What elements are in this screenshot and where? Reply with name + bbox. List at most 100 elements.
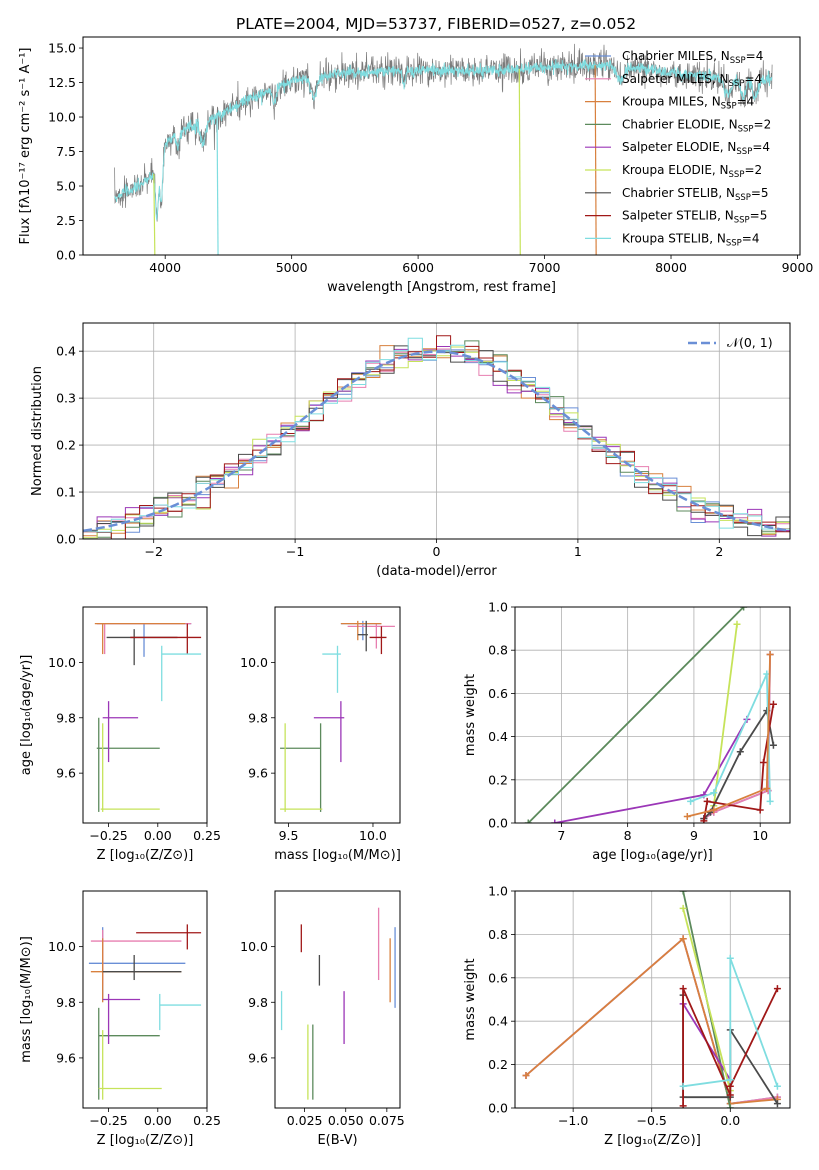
model-dropout-line (153, 173, 156, 255)
y-tick-label: 9.6 (56, 1050, 76, 1065)
legend-nssp-prefix: N (720, 163, 729, 177)
model-spectrum-line (114, 58, 773, 221)
weight-point-marker (679, 904, 687, 912)
x-tick-label: 1 (574, 544, 582, 559)
legend-nssp-prefix: N (727, 140, 736, 154)
legend-entry: Kroupa STELIB, NSSP=4 (622, 231, 760, 248)
weight-point-marker (679, 935, 687, 943)
weight-point-marker (726, 1076, 734, 1084)
y-tick-label: 0.0 (488, 1101, 508, 1116)
x-tick-label: 7000 (529, 260, 561, 275)
weight-point-marker (763, 784, 771, 792)
y-tick-label: 9.8 (248, 995, 268, 1010)
x-tick-label: 8000 (655, 260, 687, 275)
weight-point-marker (759, 759, 767, 767)
plot-frame (82, 36, 801, 256)
legend-nssp-prefix: N (712, 95, 721, 109)
legend-nssp-value: =4 (742, 231, 760, 245)
y-axis-label: mass weight (463, 674, 478, 756)
legend-nssp-sub: SSP (726, 238, 742, 248)
legend-model-name: Salpeter ELODIE, (622, 140, 727, 154)
x-tick-label: 2 (715, 544, 723, 559)
legend-model-name: Salpeter MILES, (622, 72, 720, 86)
legend-model-name: Chabrier ELODIE, (622, 117, 729, 131)
normal-distribution-curve (82, 350, 791, 533)
y-tick-label: 0.8 (488, 643, 508, 658)
weight-series-line (687, 654, 771, 818)
plot-frame (514, 606, 791, 824)
legend-entry: Salpeter STELIB, NSSP=5 (622, 209, 767, 226)
weight-series-line (527, 607, 745, 823)
y-tick-label: 0.8 (488, 927, 508, 942)
age-vs-mass-panel: 9.5 10.0 9.6 9.8 10.0 mass [log₁₀(M/M⊙)] (240, 606, 401, 863)
x-tick-label: −0.25 (89, 1113, 127, 1128)
legend-nssp-value: =2 (754, 117, 772, 131)
x-tick-label: −0.5 (637, 1113, 667, 1128)
x-axis-label: E(B-V) (317, 1133, 357, 1148)
weight-point-marker (766, 651, 774, 659)
legend-nssp-value: =4 (752, 140, 770, 154)
legend-model-name: Kroupa MILES, (622, 95, 712, 109)
legend-entry: Chabrier MILES, NSSP=4 (622, 49, 763, 66)
weight-series-line (525, 937, 778, 1105)
x-tick-label: 7 (557, 828, 565, 843)
x-tick-label: −1.0 (558, 1113, 588, 1128)
legend-nssp-value: =2 (744, 163, 762, 177)
x-tick-label: −2 (144, 544, 162, 559)
weight-point-marker (726, 954, 734, 962)
y-tick-label: 1.0 (488, 600, 508, 615)
legend-entry: Kroupa ELODIE, NSSP=2 (622, 163, 762, 180)
weight-point-marker (679, 1082, 687, 1090)
y-axis-label: Normed distribution (30, 366, 45, 496)
legend-nssp-sub: SSP (729, 79, 745, 89)
weight-point-marker (726, 1091, 734, 1099)
residual-histogram-step (83, 337, 790, 533)
x-tick-label: 10.0 (359, 828, 387, 843)
weight-point-marker (736, 748, 744, 756)
weight-point-marker (522, 1071, 530, 1079)
legend-nssp-sub: SSP (738, 124, 754, 134)
x-tick-label: 9000 (782, 260, 814, 275)
x-tick-label: 0.075 (369, 1113, 405, 1128)
legend-nssp-value: =4 (746, 49, 764, 63)
legend-entry: Chabrier ELODIE, NSSP=2 (622, 117, 771, 134)
legend-nssp-prefix: N (726, 186, 735, 200)
x-tick-label: 0.050 (328, 1113, 364, 1128)
y-tick-label: 10.0 (48, 110, 76, 125)
weight-point-marker (740, 607, 748, 611)
plot-frame (274, 606, 401, 824)
x-tick-label: 10 (752, 828, 768, 843)
y-tick-label: 2.5 (56, 213, 76, 228)
x-tick-label: 4000 (149, 260, 181, 275)
x-tick-label: 0.00 (144, 828, 172, 843)
weight-point-marker (524, 819, 532, 823)
x-tick-label: 0.00 (144, 1113, 172, 1128)
legend-entry: Chabrier STELIB, NSSP=5 (622, 186, 769, 203)
weight-point-marker (700, 817, 708, 823)
legend-entry: 𝒩(0, 1) (727, 335, 773, 350)
legend-model-name: Salpeter STELIB, (622, 209, 725, 223)
legend-nssp-sub: SSP (736, 147, 752, 157)
weight-point-marker (769, 741, 777, 749)
x-tick-label: −0.25 (89, 828, 127, 843)
weight-point-marker (773, 985, 781, 993)
legend-nssp-prefix: N (721, 49, 730, 63)
legend-nssp-sub: SSP (735, 193, 751, 203)
y-tick-label: 9.6 (56, 766, 76, 781)
y-tick-label: 0.4 (488, 729, 508, 744)
y-tick-label: 0.0 (56, 248, 76, 263)
y-tick-label: 0.2 (488, 1057, 508, 1072)
weight-point-marker (551, 819, 559, 823)
y-tick-label: 0.1 (56, 485, 76, 500)
plot-frame (274, 890, 401, 1109)
weight-series-line (712, 624, 738, 806)
residual-histogram-panel: −2 −1 0 1 2 0.0 0.1 0.2 0.3 0.4 (data-model)/error… (30, 322, 791, 579)
weight-point-marker (683, 813, 691, 821)
legend-nssp-value: =5 (750, 209, 768, 223)
y-axis-label: Flux [fλ10⁻¹⁷ erg cm⁻² s⁻¹ A⁻¹] (18, 48, 33, 245)
x-tick-label: 0.25 (193, 1113, 221, 1128)
y-tick-label: 9.8 (248, 710, 268, 725)
spectrum-panel: 4000 5000 6000 7000 8000 9000 0.0 2.5 5.0 7.5 10.0… (18, 36, 814, 295)
weights-vs-metallicity-panel: −1.0 −0.5 0.0 0.0 0.2 0.4 0.6 0.8 1.0 Z [log₁₀(Z/… (463, 884, 791, 1148)
y-tick-label: 10.0 (240, 939, 268, 954)
